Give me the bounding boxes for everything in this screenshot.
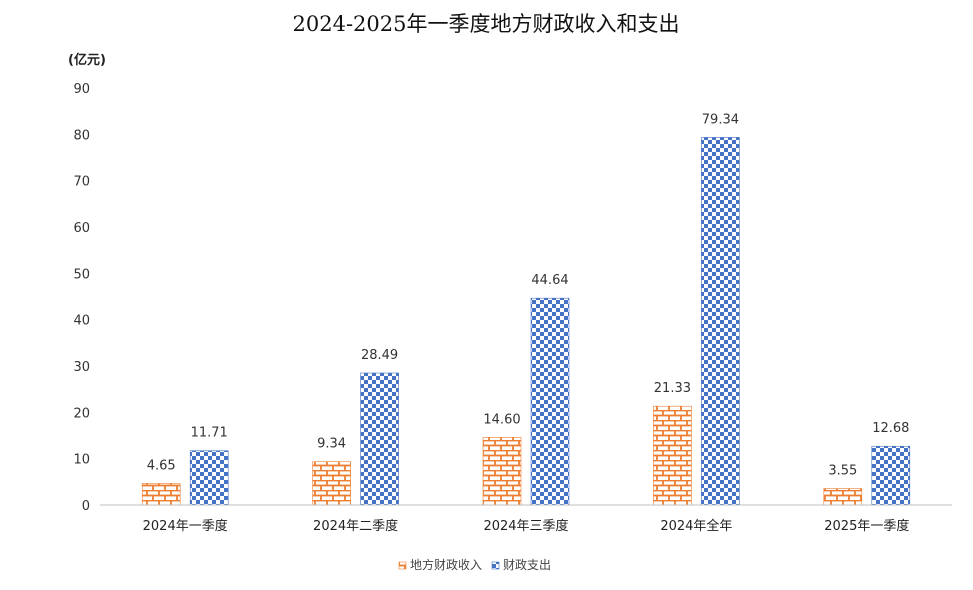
bars-group (141, 137, 911, 506)
data-label: 12.68 (872, 421, 909, 436)
y-axis: 0 10 20 30 40 50 60 70 80 90 (73, 82, 90, 514)
y-tick-label: 0 (82, 499, 90, 514)
y-tick-label: 90 (73, 82, 90, 97)
y-tick-label: 30 (73, 360, 90, 375)
data-label: 28.49 (361, 348, 398, 363)
x-tick-label: 2024年全年 (660, 518, 732, 534)
bar-expenditure (530, 297, 570, 506)
y-tick-label: 50 (73, 267, 90, 282)
bar-expenditure (701, 137, 740, 506)
y-tick-label: 40 (73, 314, 90, 329)
y-tick-label: 80 (73, 128, 90, 143)
x-axis: 2024年一季度 2024年二季度 2024年三季度 2024年全年 2025年一季度 (143, 518, 910, 534)
data-label: 79.34 (702, 112, 739, 127)
legend-label-revenue: 地方财政收入 (410, 557, 482, 572)
data-label: 14.60 (483, 412, 520, 427)
data-label: 11.71 (191, 426, 228, 441)
y-tick-label: 60 (73, 221, 90, 236)
legend-swatch-revenue (398, 561, 407, 570)
data-label: 44.64 (531, 273, 568, 288)
x-tick-label: 2025年一季度 (824, 518, 909, 534)
bar-expenditure (360, 372, 399, 506)
y-axis-unit-label: (亿元) (68, 52, 106, 68)
x-tick-label: 2024年三季度 (483, 518, 568, 534)
data-label: 21.33 (654, 381, 691, 396)
bar-revenue (482, 437, 522, 506)
legend: 地方财政收入 财政支出 (398, 557, 551, 572)
data-label: 4.65 (147, 458, 176, 473)
bar-revenue (653, 405, 692, 506)
y-tick-label: 70 (73, 175, 90, 190)
legend-swatch-expenditure (491, 561, 500, 570)
bar-revenue (141, 483, 181, 506)
data-label: 9.34 (317, 437, 346, 452)
bar-expenditure (189, 450, 229, 506)
bar-revenue (312, 461, 351, 506)
y-tick-label: 10 (73, 453, 90, 468)
bar-revenue (823, 488, 863, 506)
data-labels-group: 4.65 11.71 9.34 28.49 14.60 44.64 21.33 79.34 3.… (147, 112, 910, 478)
x-tick-label: 2024年二季度 (313, 518, 398, 534)
data-label: 3.55 (828, 464, 857, 479)
bar-expenditure (871, 445, 911, 506)
legend-label-expenditure: 财政支出 (503, 558, 551, 572)
y-tick-label: 20 (73, 406, 90, 421)
chart-title: 2024-2025年一季度地方财政收入和支出 (293, 12, 680, 36)
x-tick-label: 2024年一季度 (143, 518, 228, 534)
